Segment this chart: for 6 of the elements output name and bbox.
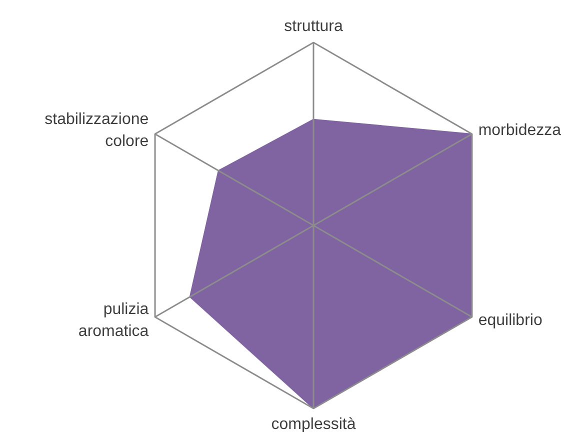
spoke-label: equilibrio [478, 312, 542, 330]
spoke-label: pulizia aromatica [78, 301, 149, 340]
spoke-label: complessità [271, 416, 356, 432]
spoke-label: struttura [284, 18, 343, 36]
spoke-label: stabilizzazione colore [44, 110, 149, 150]
spoke-label: morbidezza [478, 122, 562, 139]
